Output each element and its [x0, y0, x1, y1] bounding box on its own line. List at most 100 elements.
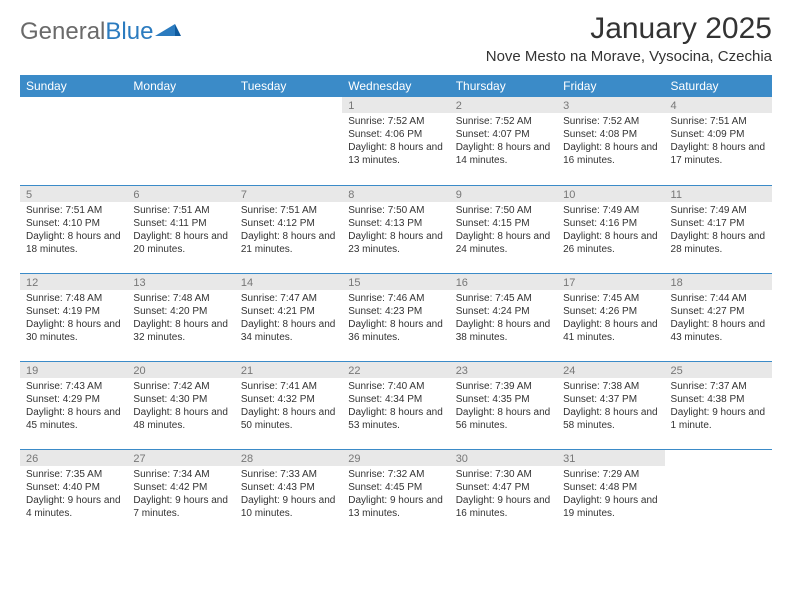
daylight-text: Daylight: 8 hours and 58 minutes. [563, 406, 658, 432]
day-number: 4 [665, 97, 772, 113]
cell-content: Sunrise: 7:44 AMSunset: 4:27 PMDaylight:… [665, 290, 772, 348]
daylight-text: Daylight: 8 hours and 26 minutes. [563, 230, 658, 256]
daylight-text: Daylight: 8 hours and 50 minutes. [241, 406, 336, 432]
calendar-cell: 8Sunrise: 7:50 AMSunset: 4:13 PMDaylight… [342, 185, 449, 273]
day-number: 27 [127, 450, 234, 466]
daylight-text: Daylight: 8 hours and 48 minutes. [133, 406, 228, 432]
calendar-cell: 4Sunrise: 7:51 AMSunset: 4:09 PMDaylight… [665, 97, 772, 185]
calendar-cell: 31Sunrise: 7:29 AMSunset: 4:48 PMDayligh… [557, 449, 664, 537]
sunset-text: Sunset: 4:37 PM [563, 393, 658, 406]
sunset-text: Sunset: 4:08 PM [563, 128, 658, 141]
sunrise-text: Sunrise: 7:37 AM [671, 380, 766, 393]
calendar-body: 1Sunrise: 7:52 AMSunset: 4:06 PMDaylight… [20, 97, 772, 537]
brand-part1: General [20, 18, 105, 46]
sunset-text: Sunset: 4:17 PM [671, 217, 766, 230]
calendar-cell: 13Sunrise: 7:48 AMSunset: 4:20 PMDayligh… [127, 273, 234, 361]
cell-content: Sunrise: 7:50 AMSunset: 4:13 PMDaylight:… [342, 202, 449, 260]
cell-content: Sunrise: 7:46 AMSunset: 4:23 PMDaylight:… [342, 290, 449, 348]
calendar-cell [665, 449, 772, 537]
cell-content: Sunrise: 7:51 AMSunset: 4:09 PMDaylight:… [665, 113, 772, 171]
daylight-text: Daylight: 8 hours and 53 minutes. [348, 406, 443, 432]
calendar-cell: 18Sunrise: 7:44 AMSunset: 4:27 PMDayligh… [665, 273, 772, 361]
calendar-cell: 28Sunrise: 7:33 AMSunset: 4:43 PMDayligh… [235, 449, 342, 537]
daylight-text: Daylight: 8 hours and 16 minutes. [563, 141, 658, 167]
sunset-text: Sunset: 4:40 PM [26, 481, 121, 494]
cell-content: Sunrise: 7:47 AMSunset: 4:21 PMDaylight:… [235, 290, 342, 348]
cell-content: Sunrise: 7:52 AMSunset: 4:07 PMDaylight:… [450, 113, 557, 171]
month-title: January 2025 [486, 12, 772, 46]
calendar-cell: 3Sunrise: 7:52 AMSunset: 4:08 PMDaylight… [557, 97, 664, 185]
day-number: 30 [450, 450, 557, 466]
sunset-text: Sunset: 4:48 PM [563, 481, 658, 494]
sunset-text: Sunset: 4:24 PM [456, 305, 551, 318]
sunset-text: Sunset: 4:29 PM [26, 393, 121, 406]
daylight-text: Daylight: 8 hours and 38 minutes. [456, 318, 551, 344]
sunrise-text: Sunrise: 7:52 AM [456, 115, 551, 128]
calendar-cell: 23Sunrise: 7:39 AMSunset: 4:35 PMDayligh… [450, 361, 557, 449]
day-number: 5 [20, 186, 127, 202]
sunset-text: Sunset: 4:10 PM [26, 217, 121, 230]
sunrise-text: Sunrise: 7:45 AM [563, 292, 658, 305]
day-number [127, 97, 234, 113]
daylight-text: Daylight: 8 hours and 41 minutes. [563, 318, 658, 344]
sunrise-text: Sunrise: 7:47 AM [241, 292, 336, 305]
day-number: 17 [557, 274, 664, 290]
cell-content: Sunrise: 7:45 AMSunset: 4:26 PMDaylight:… [557, 290, 664, 348]
calendar-cell: 5Sunrise: 7:51 AMSunset: 4:10 PMDaylight… [20, 185, 127, 273]
calendar-cell: 9Sunrise: 7:50 AMSunset: 4:15 PMDaylight… [450, 185, 557, 273]
sunset-text: Sunset: 4:30 PM [133, 393, 228, 406]
cell-content: Sunrise: 7:30 AMSunset: 4:47 PMDaylight:… [450, 466, 557, 524]
cell-content: Sunrise: 7:50 AMSunset: 4:15 PMDaylight:… [450, 202, 557, 260]
sunrise-text: Sunrise: 7:48 AM [26, 292, 121, 305]
cell-content: Sunrise: 7:48 AMSunset: 4:20 PMDaylight:… [127, 290, 234, 348]
daylight-text: Daylight: 9 hours and 4 minutes. [26, 494, 121, 520]
day-number: 11 [665, 186, 772, 202]
sunset-text: Sunset: 4:21 PM [241, 305, 336, 318]
calendar-cell [127, 97, 234, 185]
day-number: 12 [20, 274, 127, 290]
sunset-text: Sunset: 4:15 PM [456, 217, 551, 230]
sunset-text: Sunset: 4:23 PM [348, 305, 443, 318]
day-number [20, 97, 127, 113]
sunset-text: Sunset: 4:32 PM [241, 393, 336, 406]
calendar-week-row: 12Sunrise: 7:48 AMSunset: 4:19 PMDayligh… [20, 273, 772, 361]
calendar-week-row: 19Sunrise: 7:43 AMSunset: 4:29 PMDayligh… [20, 361, 772, 449]
calendar-cell: 10Sunrise: 7:49 AMSunset: 4:16 PMDayligh… [557, 185, 664, 273]
sunset-text: Sunset: 4:27 PM [671, 305, 766, 318]
cell-content: Sunrise: 7:40 AMSunset: 4:34 PMDaylight:… [342, 378, 449, 436]
location-subtitle: Nove Mesto na Morave, Vysocina, Czechia [486, 48, 772, 65]
daylight-text: Daylight: 8 hours and 30 minutes. [26, 318, 121, 344]
sunrise-text: Sunrise: 7:46 AM [348, 292, 443, 305]
sunset-text: Sunset: 4:35 PM [456, 393, 551, 406]
calendar-cell: 20Sunrise: 7:42 AMSunset: 4:30 PMDayligh… [127, 361, 234, 449]
day-header: Monday [127, 75, 234, 97]
calendar-cell: 7Sunrise: 7:51 AMSunset: 4:12 PMDaylight… [235, 185, 342, 273]
sunrise-text: Sunrise: 7:32 AM [348, 468, 443, 481]
cell-content: Sunrise: 7:42 AMSunset: 4:30 PMDaylight:… [127, 378, 234, 436]
calendar-cell: 30Sunrise: 7:30 AMSunset: 4:47 PMDayligh… [450, 449, 557, 537]
cell-content: Sunrise: 7:51 AMSunset: 4:11 PMDaylight:… [127, 202, 234, 260]
calendar-cell [235, 97, 342, 185]
day-number: 21 [235, 362, 342, 378]
daylight-text: Daylight: 8 hours and 17 minutes. [671, 141, 766, 167]
brand-logo: GeneralBlue [20, 18, 181, 46]
daylight-text: Daylight: 9 hours and 13 minutes. [348, 494, 443, 520]
daylight-text: Daylight: 9 hours and 19 minutes. [563, 494, 658, 520]
calendar-cell: 15Sunrise: 7:46 AMSunset: 4:23 PMDayligh… [342, 273, 449, 361]
calendar-cell: 11Sunrise: 7:49 AMSunset: 4:17 PMDayligh… [665, 185, 772, 273]
cell-content: Sunrise: 7:35 AMSunset: 4:40 PMDaylight:… [20, 466, 127, 524]
cell-content: Sunrise: 7:52 AMSunset: 4:06 PMDaylight:… [342, 113, 449, 171]
day-number: 26 [20, 450, 127, 466]
day-header: Tuesday [235, 75, 342, 97]
cell-content: Sunrise: 7:49 AMSunset: 4:17 PMDaylight:… [665, 202, 772, 260]
sunset-text: Sunset: 4:12 PM [241, 217, 336, 230]
day-number [665, 450, 772, 466]
sunrise-text: Sunrise: 7:33 AM [241, 468, 336, 481]
daylight-text: Daylight: 9 hours and 10 minutes. [241, 494, 336, 520]
sunrise-text: Sunrise: 7:34 AM [133, 468, 228, 481]
cell-content: Sunrise: 7:51 AMSunset: 4:12 PMDaylight:… [235, 202, 342, 260]
title-block: January 2025 Nove Mesto na Morave, Vysoc… [486, 12, 772, 71]
daylight-text: Daylight: 8 hours and 32 minutes. [133, 318, 228, 344]
cell-content: Sunrise: 7:33 AMSunset: 4:43 PMDaylight:… [235, 466, 342, 524]
calendar-cell [20, 97, 127, 185]
